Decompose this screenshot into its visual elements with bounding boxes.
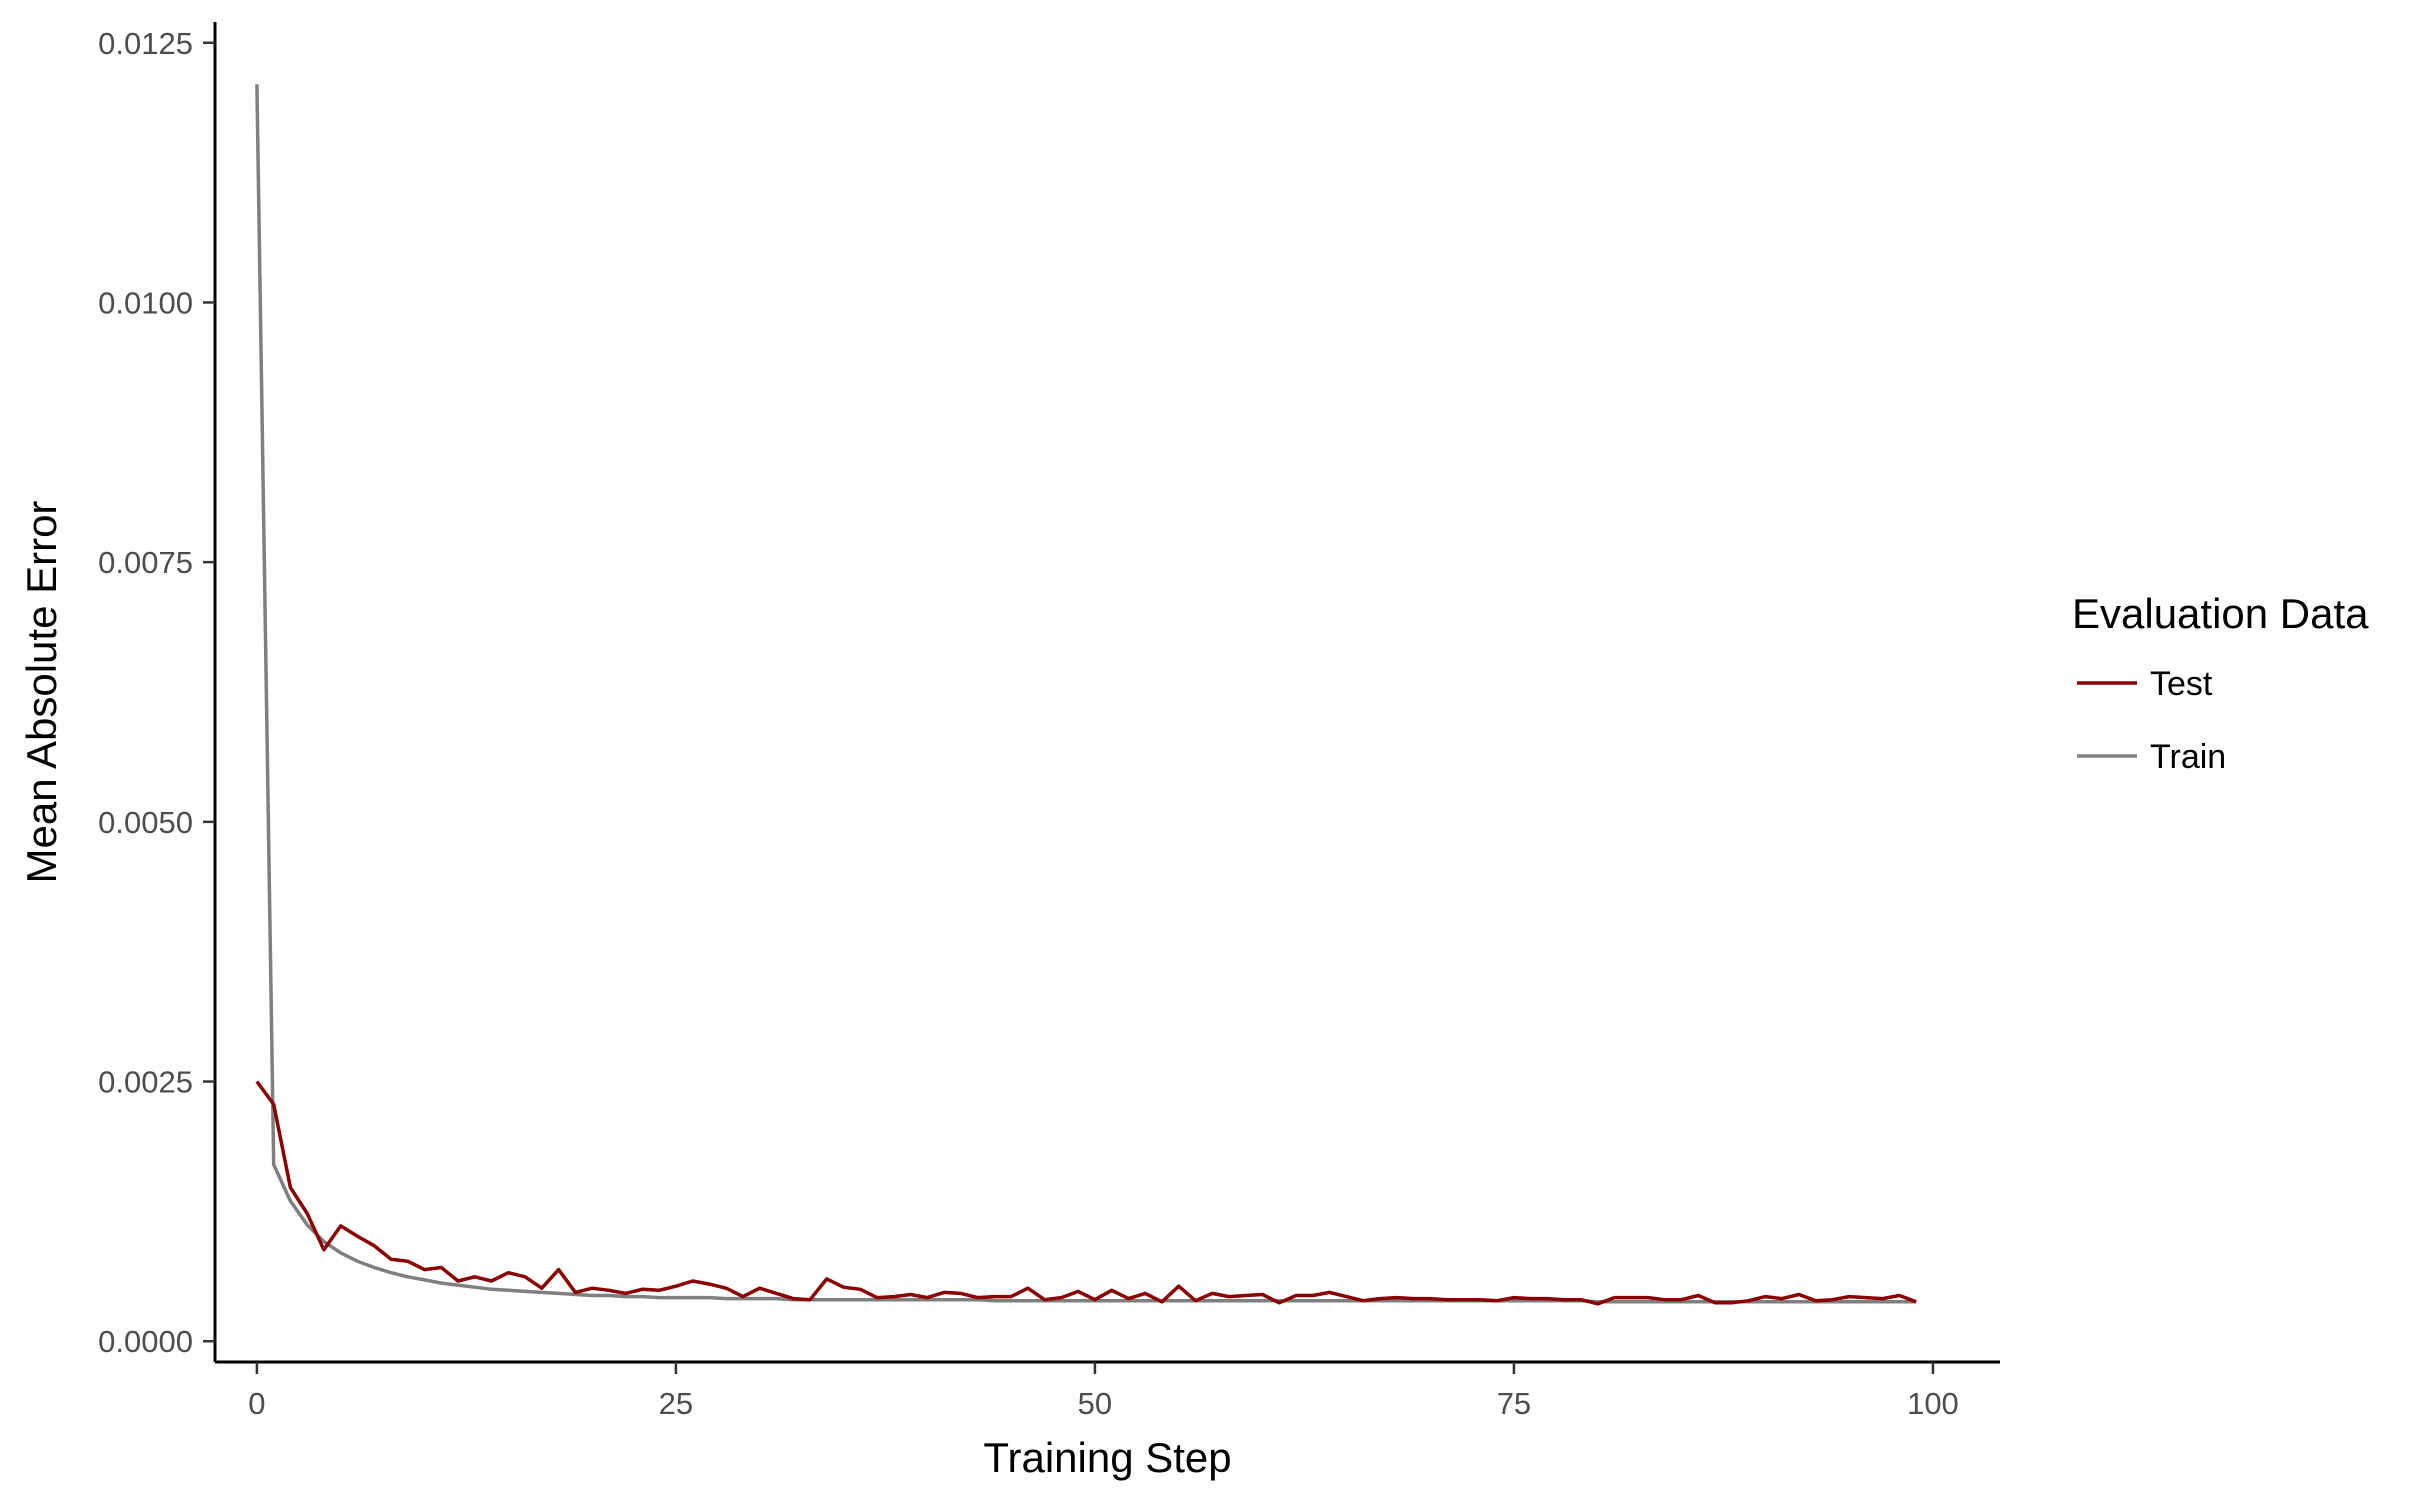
y-axis-ticks: 0.0000 0.0025 0.0050 0.0075 0.0100 0.0125 bbox=[98, 26, 215, 1359]
x-axis-title: Training Step bbox=[983, 1434, 1231, 1481]
series-line-test bbox=[255, 1080, 1917, 1306]
y-tick-label: 0.0050 bbox=[98, 805, 193, 840]
x-axis-ticks: 0 25 50 75 100 bbox=[248, 1362, 1959, 1421]
series-line-train bbox=[255, 84, 1917, 1304]
legend-label-test: Test bbox=[2150, 665, 2213, 703]
y-tick-label: 0.0025 bbox=[98, 1065, 193, 1100]
y-axis-title: Mean Absolute Error bbox=[18, 501, 65, 884]
x-tick-label: 100 bbox=[1907, 1386, 1959, 1421]
legend-label-train: Train bbox=[2150, 738, 2226, 776]
x-tick-label: 0 bbox=[248, 1386, 265, 1421]
x-tick-label: 50 bbox=[1078, 1386, 1112, 1421]
legend-items: Test Train bbox=[2077, 665, 2226, 776]
legend-title: Evaluation Data bbox=[2072, 590, 2369, 637]
legend: Evaluation Data Test Train bbox=[2072, 590, 2369, 776]
series-layer bbox=[255, 84, 1917, 1306]
y-tick-label: 0.0075 bbox=[98, 545, 193, 580]
x-tick-label: 25 bbox=[659, 1386, 693, 1421]
x-tick-label: 75 bbox=[1497, 1386, 1531, 1421]
y-tick-label: 0.0100 bbox=[98, 285, 193, 320]
y-tick-label: 0.0125 bbox=[98, 26, 193, 61]
y-tick-label: 0.0000 bbox=[98, 1324, 193, 1359]
